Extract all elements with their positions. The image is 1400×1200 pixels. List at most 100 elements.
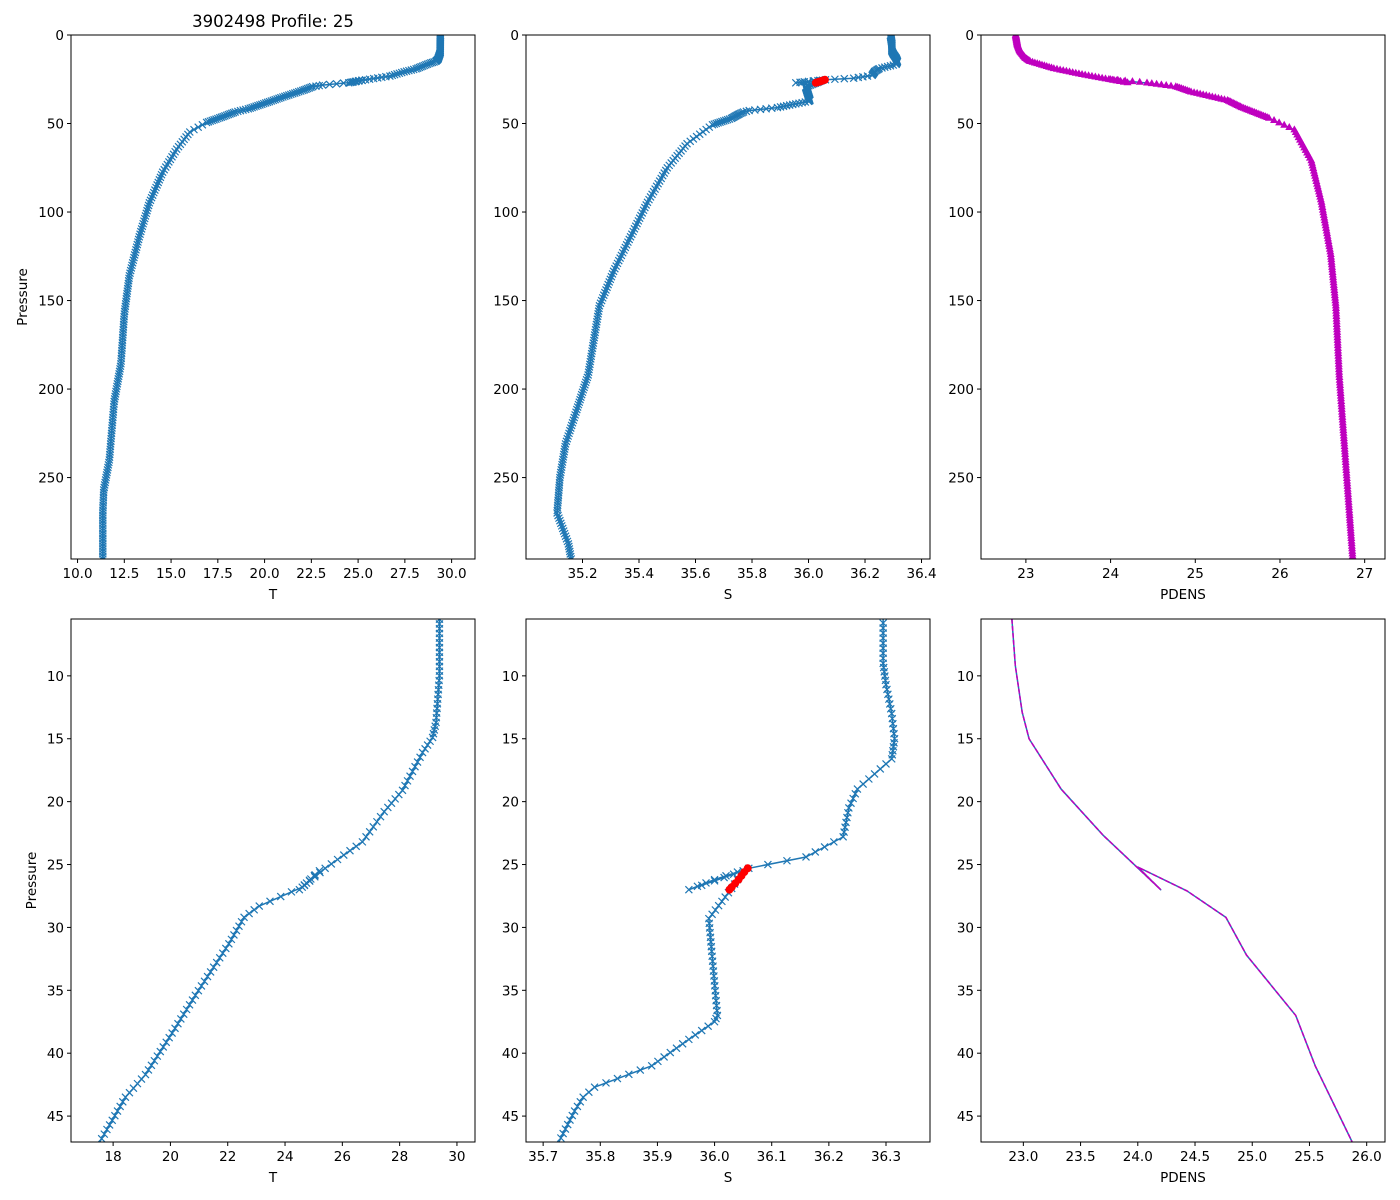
x-marker	[647, 1061, 656, 1070]
y-tick-label: 15	[47, 732, 64, 748]
x-tick-label: 36.4	[906, 566, 936, 582]
x-marker	[156, 1047, 165, 1056]
x-marker	[369, 822, 378, 831]
x-marker	[188, 996, 197, 1004]
x-marker	[829, 837, 838, 846]
x-tick-label: 28	[391, 1149, 408, 1165]
x-marker	[227, 935, 236, 944]
triangle-marker	[1121, 76, 1130, 84]
x-marker	[795, 99, 803, 108]
x-marker	[847, 799, 855, 808]
x-marker	[325, 80, 334, 89]
y-tick-label: 250	[493, 471, 519, 487]
x-marker	[559, 1129, 568, 1138]
triangle-marker	[1167, 81, 1176, 89]
x-axis-label: T	[268, 1170, 278, 1186]
x-marker	[691, 1031, 700, 1039]
x-marker	[402, 67, 411, 76]
x-axis-label: PDENS	[1160, 1170, 1206, 1186]
x-marker	[559, 527, 568, 535]
x-marker	[714, 901, 723, 910]
x-tick-label: 23.0	[1008, 1149, 1038, 1165]
x-marker	[140, 217, 148, 226]
x-axis-label: T	[268, 587, 278, 603]
x-marker	[316, 868, 324, 877]
x-marker	[209, 963, 218, 972]
x-marker	[413, 758, 422, 766]
x-marker	[886, 61, 895, 70]
x-marker	[853, 785, 862, 793]
x-marker	[346, 78, 355, 87]
x-marker	[580, 383, 589, 392]
x-marker	[684, 885, 693, 894]
x-marker	[561, 532, 570, 541]
x-marker	[182, 1005, 191, 1014]
x-marker	[565, 429, 573, 438]
x-marker	[154, 178, 163, 187]
x-marker	[567, 555, 576, 559]
x-marker	[684, 1035, 693, 1044]
x-tick-label: 25.0	[1237, 1149, 1267, 1165]
x-marker	[561, 1125, 570, 1133]
x-marker	[310, 872, 319, 881]
x-marker	[880, 63, 889, 72]
x-marker	[556, 519, 565, 528]
x-marker	[583, 373, 592, 382]
y-tick-label: 40	[502, 1046, 519, 1062]
x-marker	[298, 883, 307, 892]
x-marker	[849, 74, 858, 83]
x-marker	[372, 817, 381, 826]
x-marker	[144, 201, 153, 210]
x-marker	[266, 897, 274, 906]
x-marker	[573, 1102, 582, 1111]
x-marker	[358, 837, 367, 846]
x-marker	[400, 67, 409, 76]
x-tick-label: 35.8	[585, 1149, 615, 1165]
x-marker	[776, 103, 785, 111]
x-marker	[362, 832, 370, 841]
x-marker	[558, 524, 567, 533]
x-marker	[811, 848, 820, 856]
y-tick-label: 30	[502, 920, 519, 936]
x-tick-label: 36.2	[814, 1149, 844, 1165]
y-tick-label: 150	[493, 294, 519, 310]
x-marker	[801, 98, 810, 106]
y-tick-label: 10	[47, 669, 64, 685]
x-marker	[563, 537, 572, 546]
y-tick-label: 0	[55, 28, 64, 44]
x-marker	[613, 1074, 622, 1083]
x-marker	[142, 209, 151, 218]
axes-frame	[525, 34, 931, 560]
x-tick-label: 15.0	[156, 566, 186, 582]
x-tick-label: 23	[1017, 566, 1034, 582]
x-tick-label: 36.3	[871, 1149, 901, 1165]
triangle-marker	[1135, 77, 1144, 85]
x-marker	[704, 1022, 713, 1031]
figure-title: 3902498 Profile: 25	[192, 12, 354, 31]
y-axis-label: Pressure	[15, 268, 31, 326]
x-marker	[802, 853, 810, 861]
x-tick-label: 36.1	[757, 1149, 787, 1165]
plot-area	[98, 35, 445, 559]
x-marker	[653, 1057, 662, 1066]
x-marker	[321, 864, 330, 873]
x-tick-label: 23.5	[1066, 1149, 1096, 1165]
x-marker	[224, 939, 233, 948]
triangle-marker	[1162, 80, 1171, 88]
triangle-marker	[1113, 75, 1122, 83]
x-tick-label: 27.5	[390, 566, 420, 582]
x-marker	[573, 403, 582, 412]
y-tick-label: 150	[948, 294, 974, 310]
x-marker	[365, 827, 374, 836]
x-tick-label: 27	[1356, 566, 1373, 582]
x-marker	[783, 856, 791, 865]
subplot-pdens: 23.0 23.5 24.0 24.5 25.0 25.5 26.0 10 15 20 25 30 35…	[957, 618, 1386, 1186]
x-tick-label: 26	[334, 1149, 351, 1165]
y-tick-label: 10	[502, 669, 519, 685]
x-marker	[176, 1014, 185, 1023]
x-marker	[150, 186, 159, 194]
x-marker	[245, 909, 254, 918]
x-marker	[597, 296, 606, 305]
x-marker	[565, 426, 574, 435]
x-marker	[404, 66, 413, 75]
